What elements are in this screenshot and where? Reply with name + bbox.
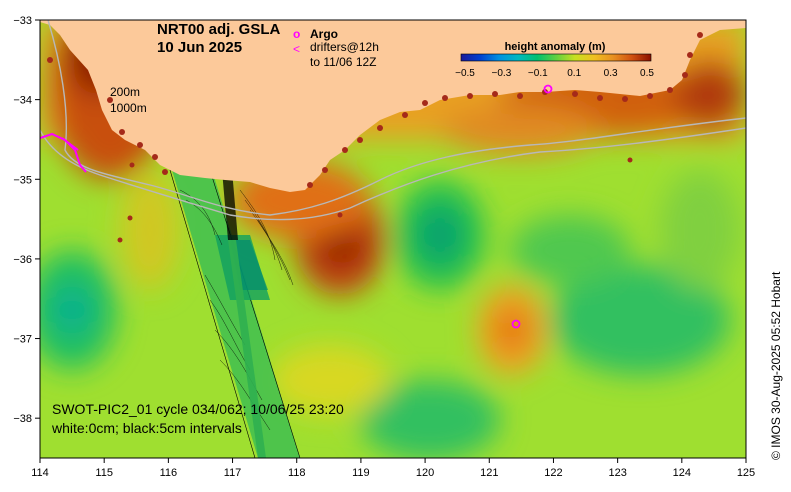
y-tick-label: −35 (13, 174, 32, 186)
drifter-legend-label-1: drifters@12h (310, 40, 379, 54)
plot-frame (39, 19, 747, 459)
x-tick-label: 114 (31, 467, 49, 479)
y-tick-label: −36 (13, 254, 32, 266)
swot-note-line1: SWOT-PIC2_01 cycle 034/062; 10/06/25 23:… (52, 401, 344, 417)
x-tick-label: 118 (288, 467, 306, 479)
isobath-label-200m: 200m (110, 85, 140, 99)
colorbar-tick-label: −0.3 (492, 68, 512, 79)
map-title-line1: NRT00 adj. GSLA (157, 21, 281, 38)
x-tick-label: 115 (95, 467, 113, 479)
coastal-tide-gauge-dots (47, 32, 703, 243)
x-tick-label: 119 (352, 467, 370, 479)
drifter-legend-icon: < (293, 42, 300, 56)
argo-floats (511, 84, 553, 329)
drifter-legend-label-2: to 11/06 12Z (310, 55, 377, 69)
drifter-track (40, 132, 87, 173)
colorbar-gradient (460, 53, 652, 62)
map-plot-area (40, 20, 746, 458)
y-tick-label: −33 (13, 15, 32, 27)
y-axis: −33 −34 −35 −36 −37 −38 (13, 15, 40, 425)
colorbar-tick-label: 0.3 (604, 68, 618, 79)
x-tick-label: 121 (480, 467, 498, 479)
x-axis: 114 115 116 117 118 119 120 121 122 123 124 125 (31, 458, 755, 479)
y-tick-label: −37 (13, 334, 32, 346)
x-tick-label: 124 (673, 467, 691, 479)
y-tick-label: −34 (13, 95, 32, 107)
swot-note-line2: white:0cm; black:5cm intervals (51, 420, 242, 436)
x-tick-label: 116 (160, 467, 178, 479)
colorbar-tick-label: 0.1 (567, 68, 581, 79)
map-title-line2: 10 Jun 2025 (157, 39, 242, 56)
colorbar-tick-label: −0.5 (455, 68, 475, 79)
x-tick-label: 120 (416, 467, 434, 479)
y-tick-label: −38 (13, 413, 32, 425)
isobath-label-1000m: 1000m (110, 101, 147, 115)
argo-legend-icon: o (293, 27, 300, 41)
colorbar-ticks: −0.5 −0.3 −0.1 0.1 0.3 0.5 (455, 68, 654, 79)
credit-text: © IMOS 30-Aug-2025 05:52 Hobart (769, 271, 783, 460)
colorbar-tick-label: 0.5 (640, 68, 654, 79)
colorbar: height anomaly (m) −0.5 −0.3 −0.1 0.1 0.3 0.5 (455, 41, 654, 79)
australia-land (40, 20, 746, 192)
x-tick-label: 117 (224, 467, 242, 479)
x-tick-label: 123 (608, 467, 626, 479)
swot-swath (169, 169, 301, 458)
x-tick-label: 125 (737, 467, 755, 479)
x-tick-label: 122 (544, 467, 562, 479)
isobath-lines (40, 20, 746, 221)
colorbar-title: height anomaly (m) (505, 41, 606, 53)
argo-legend-label: Argo (310, 27, 338, 41)
colorbar-tick-label: −0.1 (528, 68, 548, 79)
